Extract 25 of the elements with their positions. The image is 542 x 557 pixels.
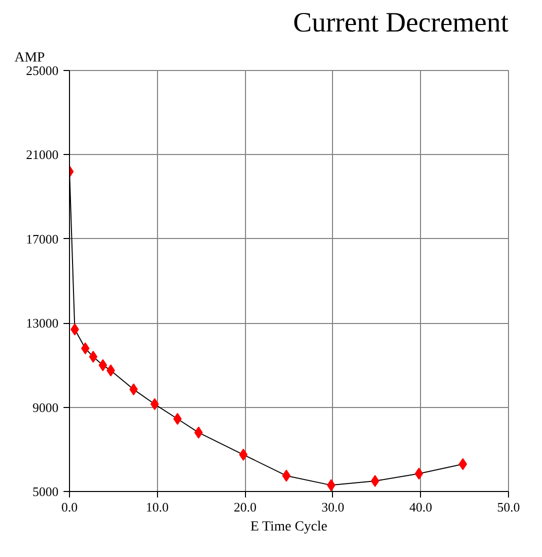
- x-axis-title: E Time Cycle: [250, 520, 328, 534]
- point: [173, 412, 182, 425]
- point: [239, 448, 248, 461]
- point: [194, 426, 203, 439]
- x-tick-label: 30.0: [322, 500, 344, 514]
- y-tick-label: 17000: [26, 231, 58, 246]
- y-tick-label: 21000: [26, 147, 58, 162]
- y-tick-label: 5000: [32, 484, 58, 499]
- point: [458, 458, 468, 470]
- point: [414, 468, 424, 480]
- x-tick-label: 10.0: [146, 500, 169, 514]
- point: [326, 479, 336, 492]
- point: [129, 383, 138, 396]
- point: [98, 359, 108, 372]
- x-tick-label: 40.0: [409, 500, 432, 514]
- point: [370, 474, 380, 487]
- y-tick-label: 13000: [26, 316, 58, 331]
- x-tick-label: 20.0: [234, 500, 256, 514]
- y-tick-label: 25000: [26, 63, 58, 78]
- x-tick-label: 50.0: [497, 500, 520, 514]
- chart-title: Current Decrement: [293, 8, 509, 38]
- point: [282, 470, 291, 482]
- y-axis-title: AMP: [14, 50, 46, 66]
- y-tick-label: 9000: [32, 400, 58, 415]
- x-tick-label: 0.0: [61, 500, 78, 514]
